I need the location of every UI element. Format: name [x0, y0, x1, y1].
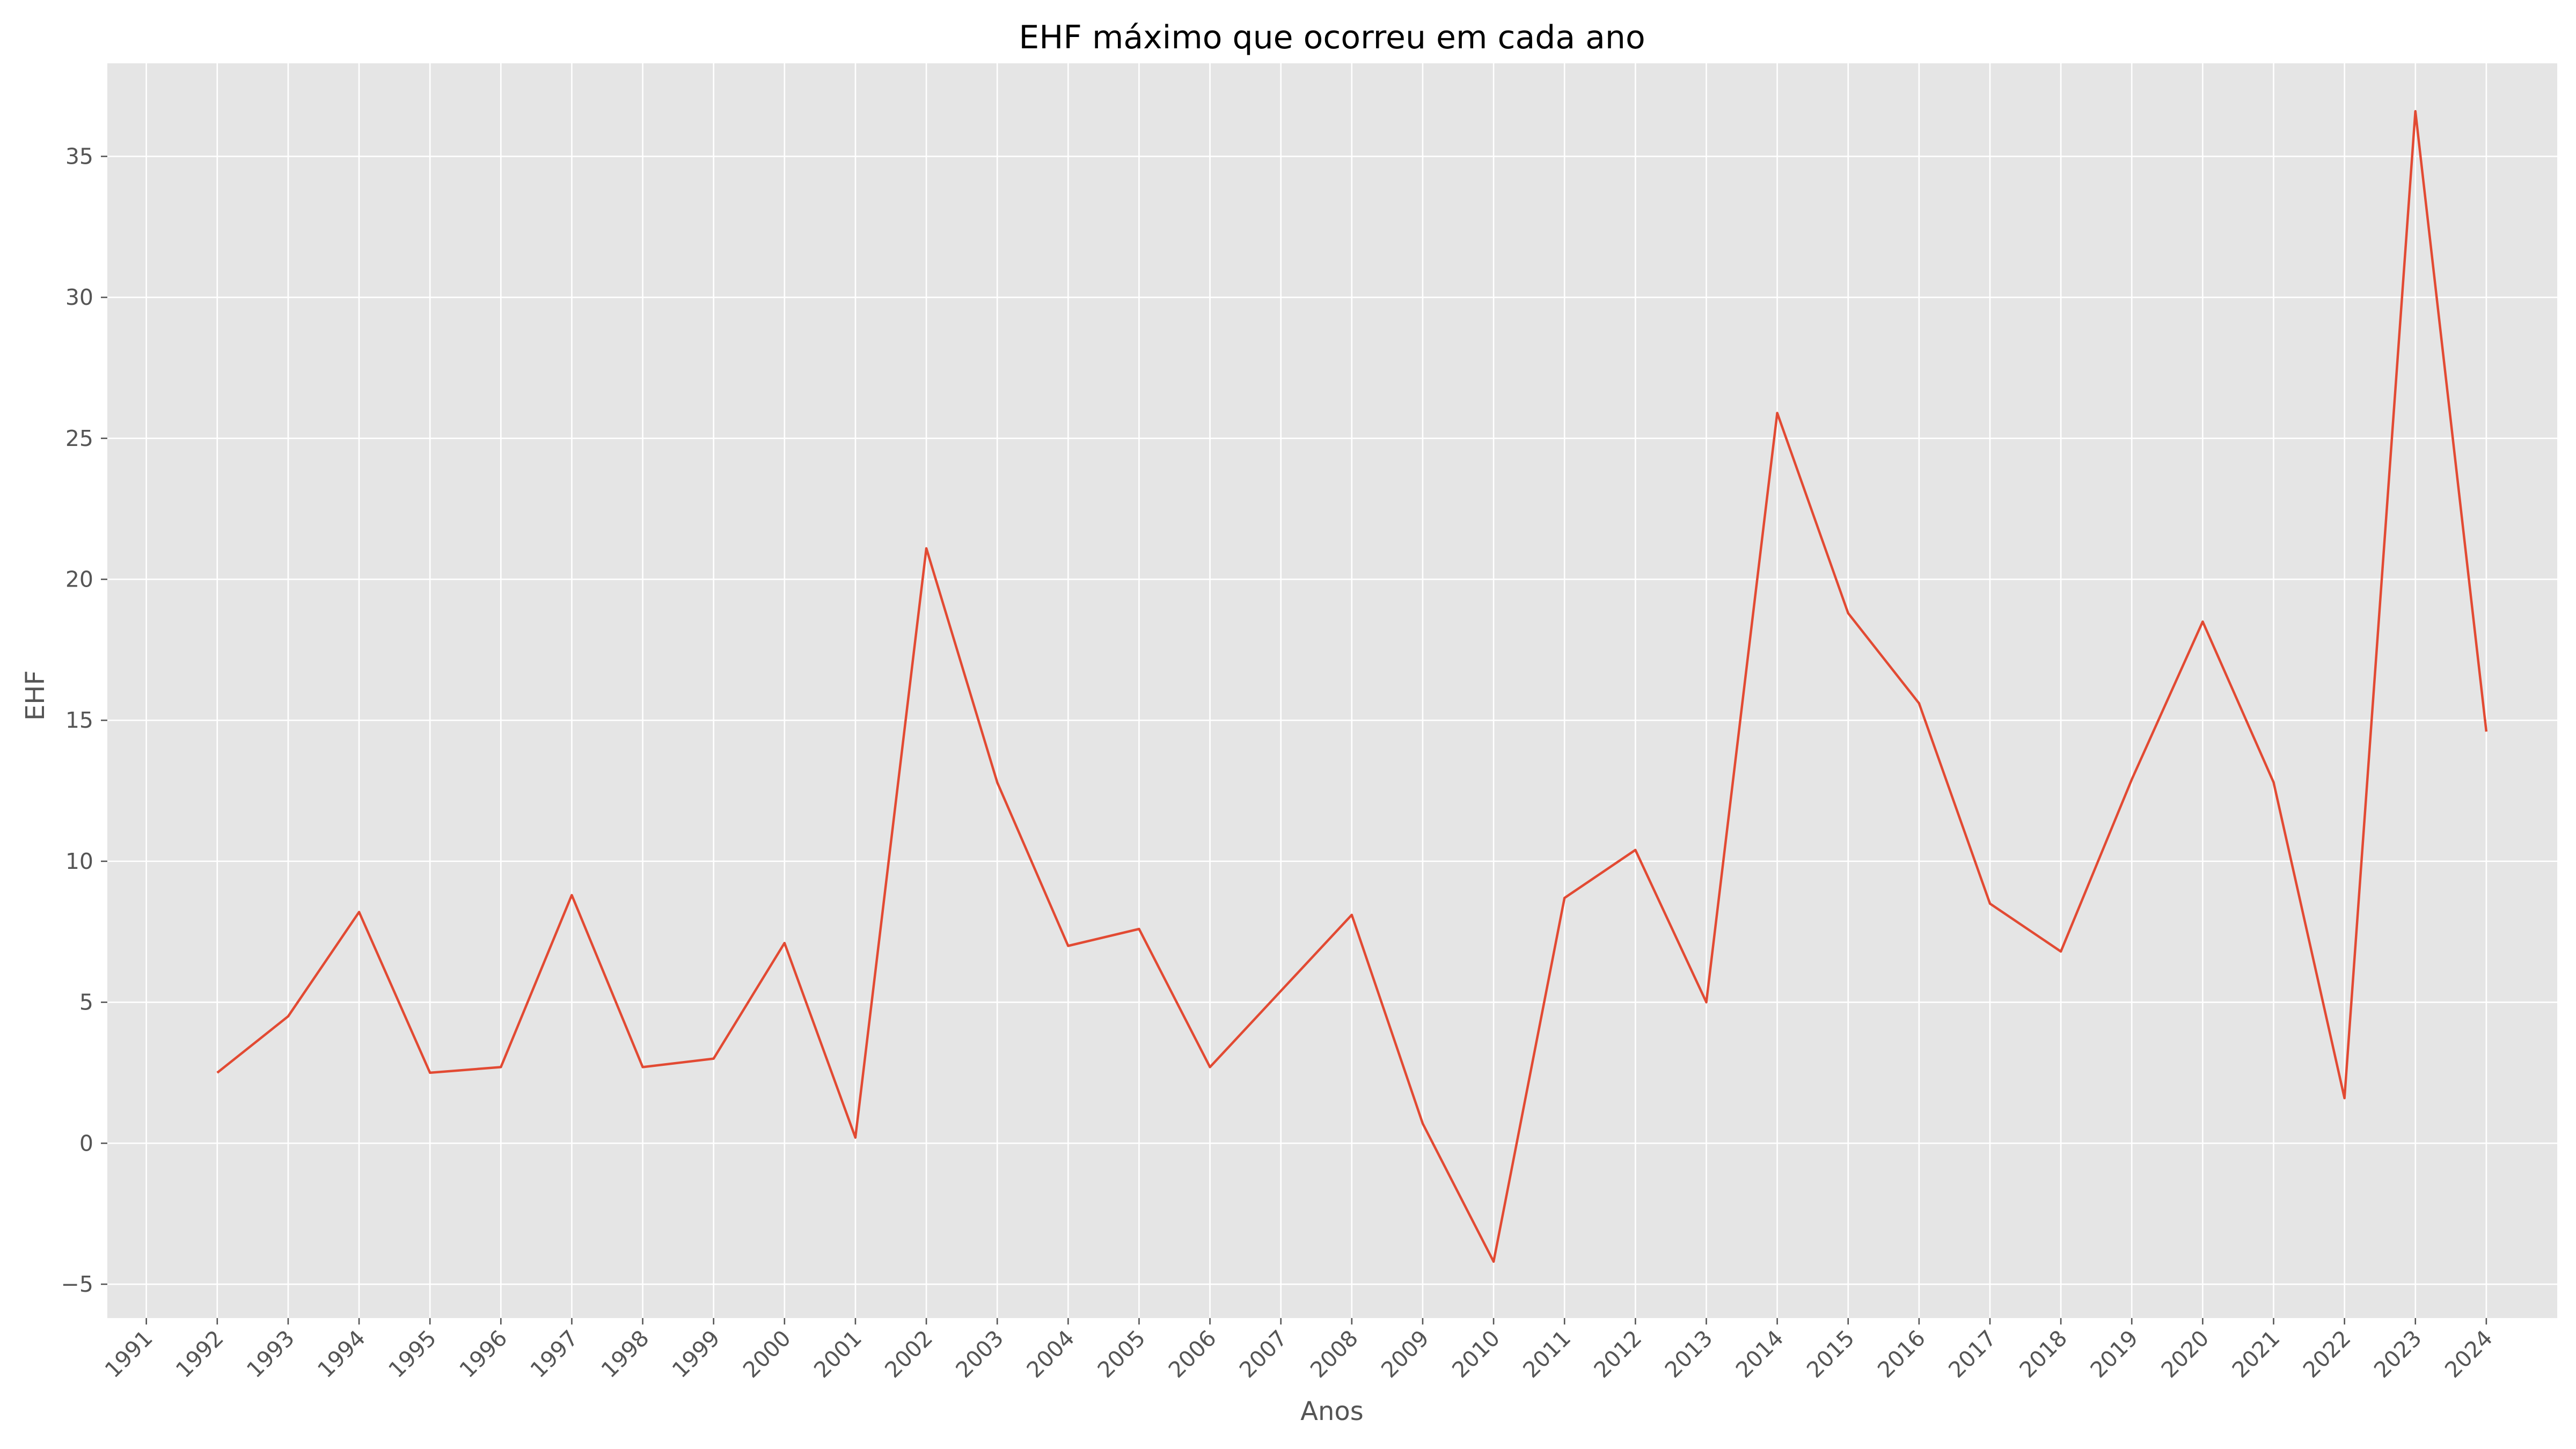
series-line: [216, 110, 2488, 1263]
x-tick-label: 2018: [2014, 1325, 2072, 1383]
x-tick-label: 1997: [525, 1325, 583, 1383]
x-tick-label: 1993: [241, 1325, 299, 1383]
grid-lines: [107, 63, 2557, 1318]
x-tick-label: 2019: [2085, 1325, 2143, 1383]
x-tick-label: 2024: [2440, 1325, 2498, 1383]
x-tick-label: 1999: [667, 1325, 725, 1383]
x-tick-label: 1996: [455, 1325, 513, 1383]
y-tick-label: 30: [65, 284, 93, 310]
x-tick-label: 2005: [1093, 1325, 1151, 1383]
x-tick-label: 2004: [1022, 1325, 1080, 1383]
x-tick-label: 2006: [1163, 1325, 1221, 1383]
x-tick-label: 1998: [596, 1325, 654, 1383]
x-tick-label: 2013: [1660, 1325, 1718, 1383]
x-tick-label: 2007: [1234, 1325, 1292, 1383]
y-tick-label: 25: [65, 426, 93, 451]
x-axis-ticks: 1991 1992 1993 1994 1995 1996 1997 1998 1999 2000…: [100, 1318, 2498, 1383]
x-tick-label: 2009: [1376, 1325, 1434, 1383]
x-tick-label: 1991: [100, 1325, 158, 1383]
x-tick-label: 2022: [2298, 1325, 2356, 1383]
x-tick-label: 2002: [880, 1325, 938, 1383]
y-axis-ticks: −5 0 5 10 15 20 25 30 35: [61, 143, 107, 1297]
y-tick-label: 10: [65, 848, 93, 874]
plot-background: [107, 63, 2557, 1318]
x-tick-label: 2010: [1447, 1325, 1505, 1383]
x-tick-label: 2003: [951, 1325, 1009, 1383]
x-tick-label: 2020: [2156, 1325, 2214, 1383]
y-axis-label: EHF: [20, 670, 50, 721]
y-tick-label: 35: [65, 143, 93, 169]
x-tick-label: 2011: [1518, 1325, 1576, 1383]
y-tick-label: 5: [79, 990, 93, 1015]
x-tick-label: 2001: [809, 1325, 867, 1383]
y-tick-label: −5: [61, 1271, 93, 1297]
chart-title: EHF máximo que ocorreu em cada ano: [1019, 19, 1645, 56]
x-tick-label: 2023: [2369, 1325, 2427, 1383]
x-tick-label: 2012: [1589, 1325, 1647, 1383]
x-tick-label: 2015: [1802, 1325, 1860, 1383]
y-tick-label: 0: [79, 1130, 93, 1156]
x-tick-label: 2008: [1305, 1325, 1363, 1383]
x-tick-label: 1992: [171, 1325, 229, 1383]
x-tick-label: 2016: [1872, 1325, 1930, 1383]
x-tick-label: 1995: [384, 1325, 442, 1383]
series-layer: [216, 110, 2488, 1263]
x-tick-label: 1994: [312, 1325, 370, 1383]
x-axis-label: Anos: [1300, 1396, 1364, 1426]
x-tick-label: 2021: [2227, 1325, 2285, 1383]
x-tick-label: 2017: [1943, 1325, 2001, 1383]
y-tick-label: 15: [65, 707, 93, 733]
x-tick-label: 2000: [738, 1325, 796, 1383]
x-tick-label: 2014: [1731, 1325, 1789, 1383]
y-tick-label: 20: [65, 566, 93, 592]
